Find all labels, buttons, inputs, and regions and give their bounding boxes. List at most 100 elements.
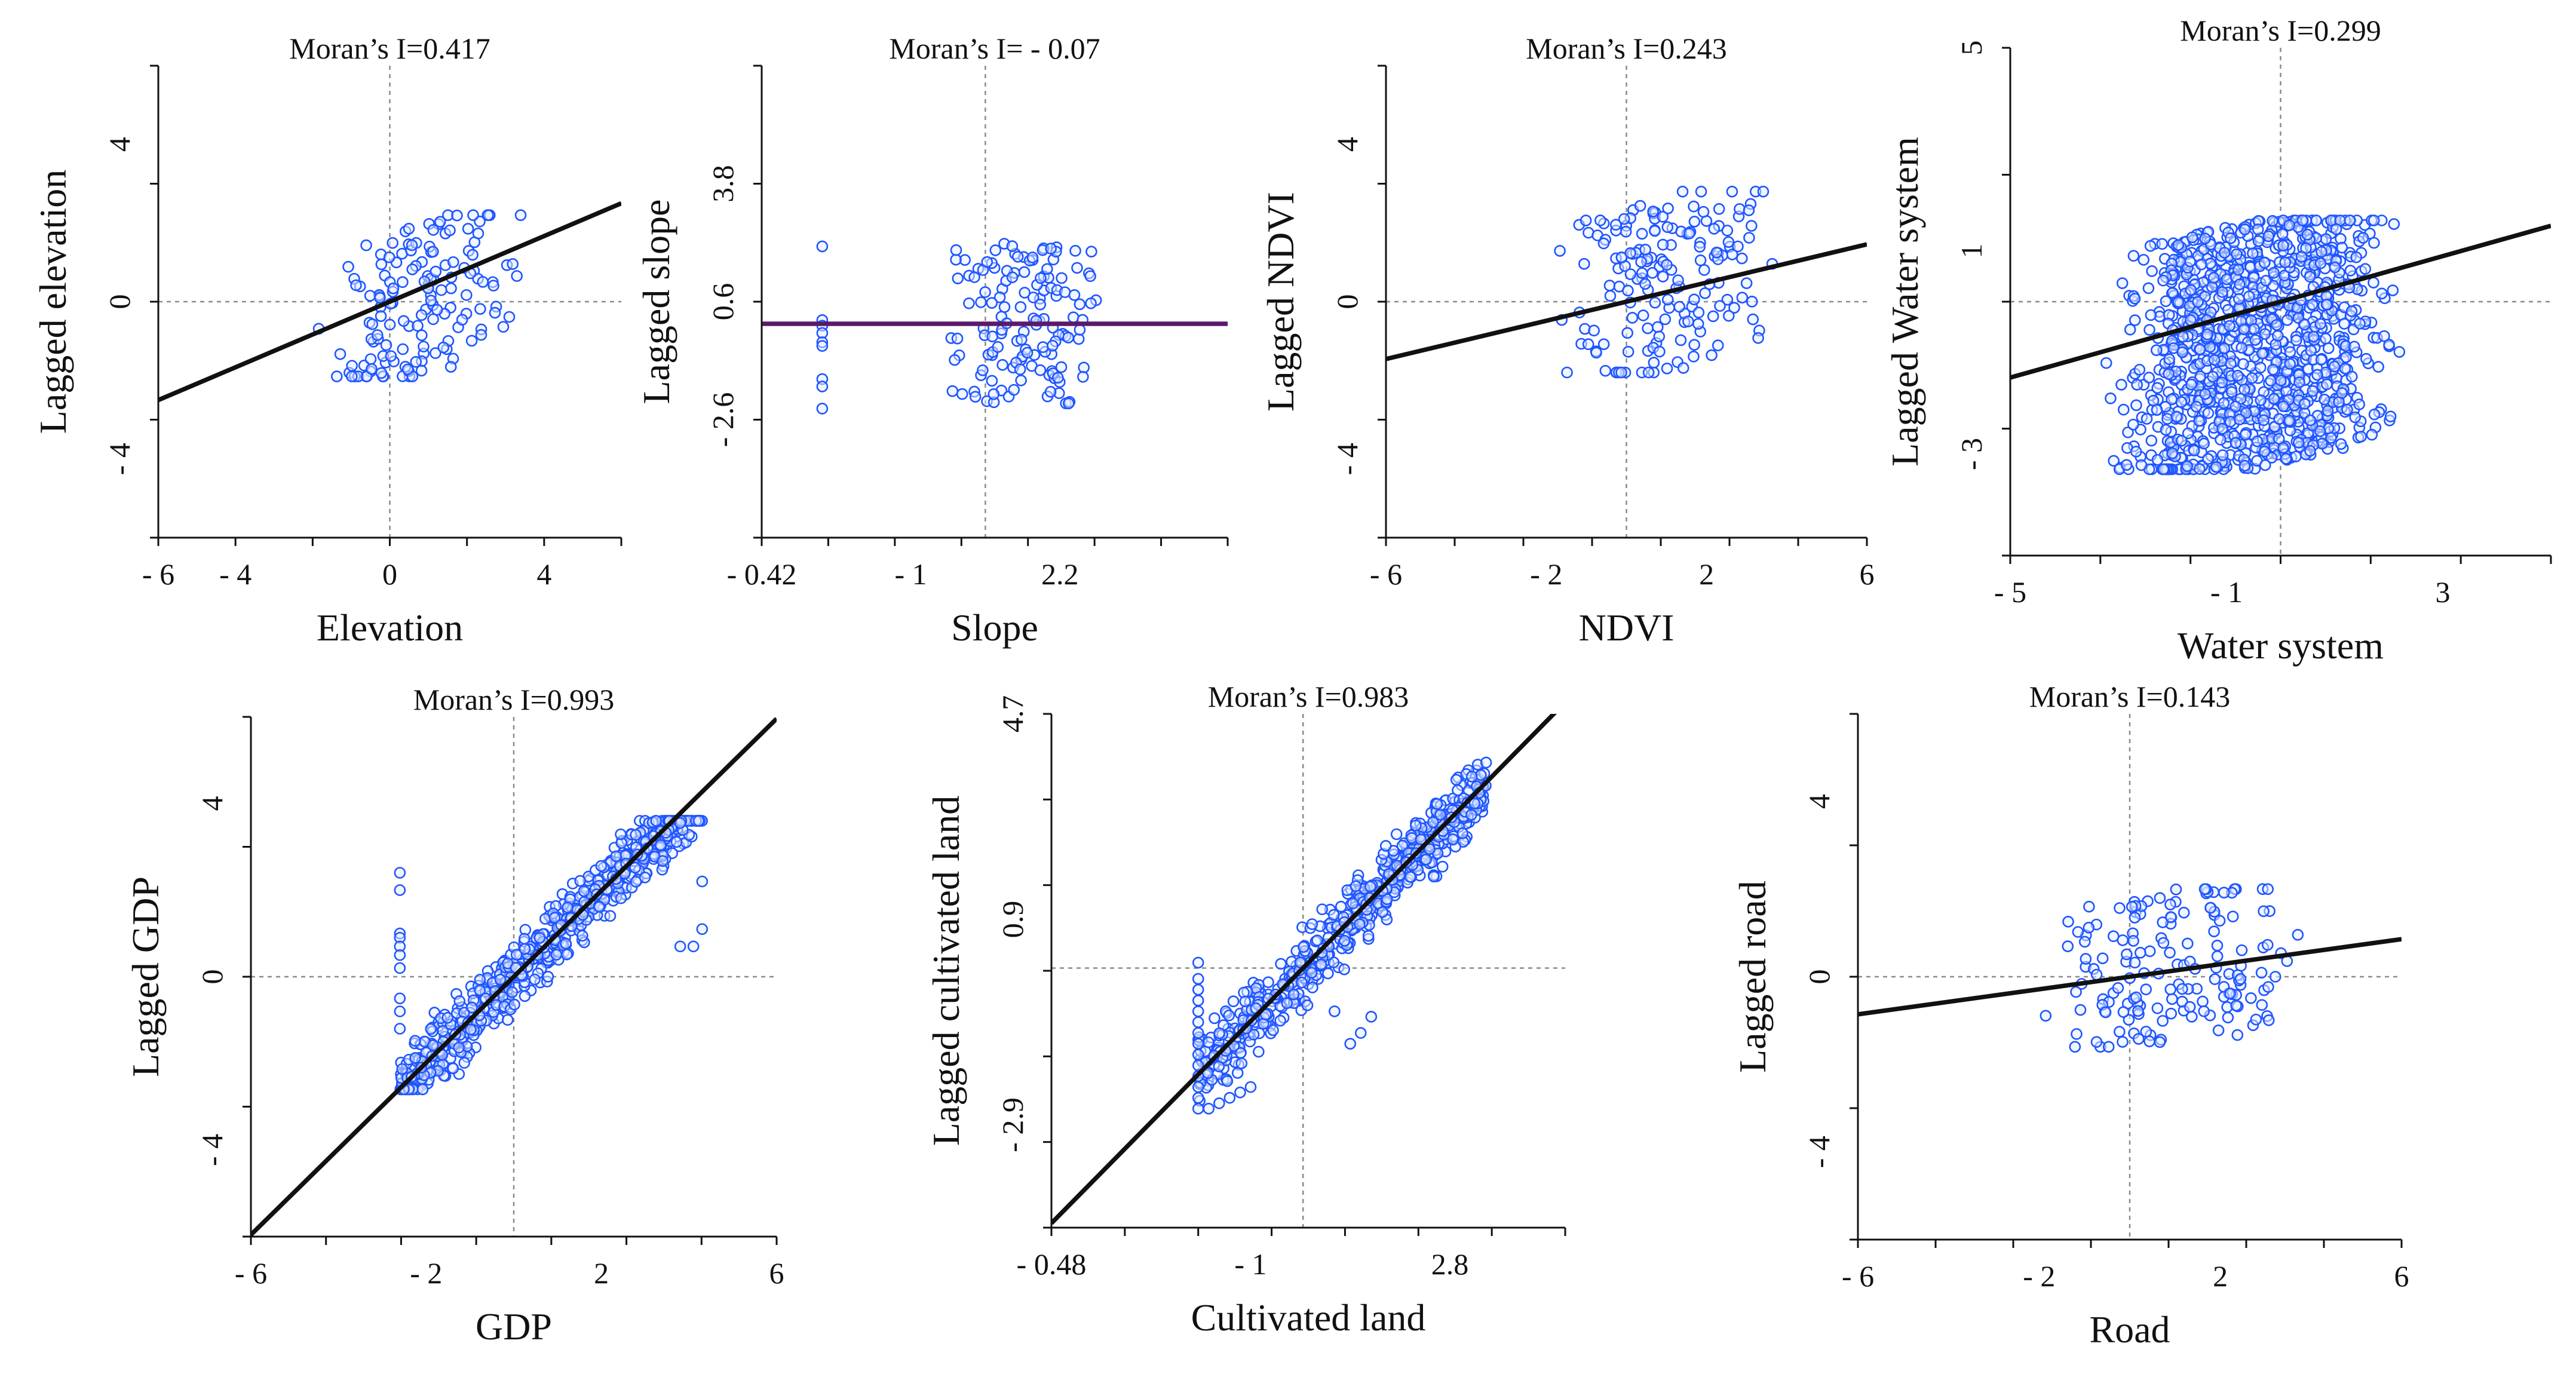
scatter-point xyxy=(2225,357,2237,370)
scatter-point xyxy=(2255,967,2268,979)
scatter-point xyxy=(1068,289,1081,301)
x-tick-label: - 2 xyxy=(410,1256,442,1290)
scatter-point xyxy=(2378,330,2390,342)
scatter-point xyxy=(2277,441,2289,454)
points-elevation xyxy=(312,209,527,382)
x-tick-label: - 4 xyxy=(219,557,252,591)
scatter-point xyxy=(1427,816,1439,829)
scatter-point xyxy=(1624,247,1636,259)
scatter-point xyxy=(2207,272,2220,284)
scatter-point xyxy=(2129,912,2141,924)
scatter-point xyxy=(1227,995,1240,1007)
x-axis-label: Cultivated land xyxy=(1191,1296,1426,1339)
y-tick-label: 1 xyxy=(1955,244,1988,259)
scatter-point xyxy=(2211,939,2224,952)
panel-ndvi: - 6 - 2 2 6 4 0 - 4 NDVI Lagged NDVI Moran’s I=0.… xyxy=(1259,32,1875,649)
scatter-point xyxy=(2083,922,2095,934)
scatter-point xyxy=(2366,428,2378,441)
scatter-point xyxy=(989,244,1002,256)
scatter-point xyxy=(1675,334,1687,346)
scatter-point xyxy=(2210,461,2222,473)
scatter-point xyxy=(2194,370,2206,382)
scatter-point xyxy=(458,1057,471,1069)
scatter-point xyxy=(1468,798,1481,809)
points-cultivated_land xyxy=(1192,756,1492,1115)
scatter-point xyxy=(1699,287,1711,299)
scatter-point xyxy=(2306,298,2319,311)
scatter-point xyxy=(1202,1036,1215,1048)
panel-slope: - 0.42 - 1 2.2 3.8 0.6 - 2.6 Slope Lagged slope… xyxy=(635,32,1229,649)
scatter-point xyxy=(950,253,962,266)
scatter-point xyxy=(397,343,409,355)
scatter-point xyxy=(1456,827,1469,839)
scatter-point xyxy=(2157,916,2169,928)
x-tick-label: - 1 xyxy=(1234,1247,1266,1281)
scatter-point xyxy=(494,973,507,986)
scatter-point xyxy=(1734,203,1746,215)
scatter-point xyxy=(2328,360,2341,373)
scatter-point xyxy=(1707,310,1719,323)
scatter-point xyxy=(2120,459,2133,471)
scatter-point xyxy=(2319,394,2330,406)
scatter-point xyxy=(1376,906,1388,918)
scatter-point xyxy=(444,361,457,373)
y-axis-label: Lagged cultivated land xyxy=(925,796,967,1146)
scatter-point xyxy=(1062,332,1075,344)
scatter-point xyxy=(578,885,590,897)
scatter-point xyxy=(375,367,388,379)
scatter-point xyxy=(1603,280,1616,292)
scatter-point xyxy=(425,295,437,306)
scatter-point xyxy=(2338,318,2350,330)
panel-title: Moran’s I=0.243 xyxy=(1526,32,1727,65)
points-gdp xyxy=(394,815,709,1096)
scatter-point xyxy=(2108,455,2120,467)
scatter-point xyxy=(2245,992,2257,1004)
scatter-point xyxy=(1582,338,1594,351)
scatter-point xyxy=(2157,463,2170,476)
scatter-point xyxy=(415,364,428,377)
scatter-point xyxy=(2255,394,2267,406)
scatter-point xyxy=(1580,214,1592,226)
scatter-point xyxy=(615,892,627,904)
scatter-point xyxy=(1041,263,1053,275)
scatter-point xyxy=(2133,364,2146,376)
scatter-point xyxy=(394,1005,406,1017)
scatter-point xyxy=(1688,351,1700,363)
scatter-point xyxy=(548,912,561,924)
scatter-point xyxy=(1327,956,1340,968)
scatter-point xyxy=(401,363,414,376)
scatter-point xyxy=(615,828,627,841)
scatter-point xyxy=(1692,306,1705,318)
scatter-point xyxy=(346,360,358,372)
scatter-point xyxy=(403,222,415,235)
scatter-point xyxy=(2117,934,2129,946)
scatter-point xyxy=(2186,231,2198,244)
scatter-point xyxy=(650,815,663,827)
scatter-point xyxy=(2293,376,2305,388)
scatter-point xyxy=(2072,926,2084,938)
scatter-point xyxy=(2247,271,2260,284)
scatter-point xyxy=(375,258,388,271)
scatter-point xyxy=(447,256,459,268)
scatter-point xyxy=(1362,930,1375,942)
points-road xyxy=(2040,883,2304,1053)
scatter-point xyxy=(2234,278,2246,290)
scatter-point xyxy=(655,839,667,851)
x-tick-label: 2 xyxy=(594,1256,609,1290)
scatter-point xyxy=(2238,223,2251,235)
scatter-point xyxy=(2175,434,2188,447)
scatter-point xyxy=(2232,293,2245,305)
scatter-point xyxy=(1695,185,1707,198)
scatter-point xyxy=(2160,295,2172,308)
scatter-point xyxy=(1452,784,1464,796)
scatter-point xyxy=(2170,884,2182,895)
scatter-point xyxy=(456,314,468,326)
scatter-point xyxy=(1085,246,1097,257)
scatter-point xyxy=(2192,296,2204,308)
scatter-point xyxy=(1636,228,1648,240)
scatter-point xyxy=(1315,958,1327,971)
scatter-point xyxy=(2198,1005,2210,1017)
scatter-point xyxy=(2161,413,2173,425)
scatter-point xyxy=(1287,988,1300,1001)
scatter-point xyxy=(2062,940,2074,952)
